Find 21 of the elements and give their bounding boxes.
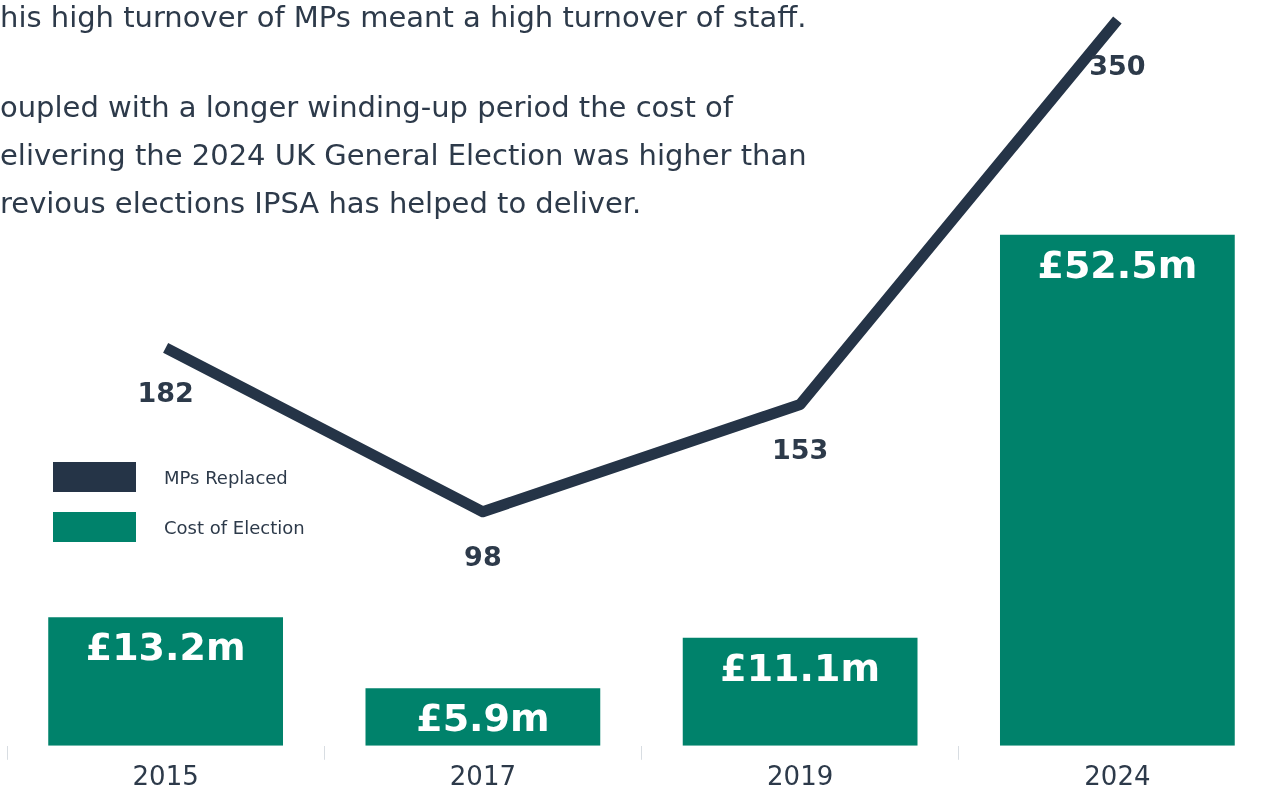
x-tick-label: 2024 [1084, 761, 1151, 792]
x-tick-label: 2015 [132, 761, 199, 792]
x-tick-label: 2017 [449, 761, 516, 792]
data-label: 350 [1089, 49, 1146, 81]
text: elivering the 2024 UK General Election was higher than [0, 138, 807, 172]
data-label: £5.9m [416, 696, 550, 741]
bar [999, 234, 1235, 746]
data-label: £13.2m [85, 625, 246, 670]
text: revious elections IPSA has helped to deliver. [0, 186, 642, 220]
bar [682, 637, 918, 746]
data-label: £11.1m [720, 645, 881, 690]
text: oupled with a longer winding-up period the cost of [0, 90, 733, 124]
data-label: 153 [771, 433, 829, 465]
legend-label: MPs Replaced [164, 466, 288, 488]
data-label: 98 [464, 541, 502, 573]
x-tick-label: 2019 [767, 761, 834, 792]
data-label: 182 [137, 377, 194, 409]
text: his high turnover of MPs meant a high turnover of staff. [0, 0, 807, 34]
data-label: £52.5m [1037, 242, 1198, 287]
legend-label: Cost of Election [164, 516, 305, 538]
bar [48, 617, 284, 746]
